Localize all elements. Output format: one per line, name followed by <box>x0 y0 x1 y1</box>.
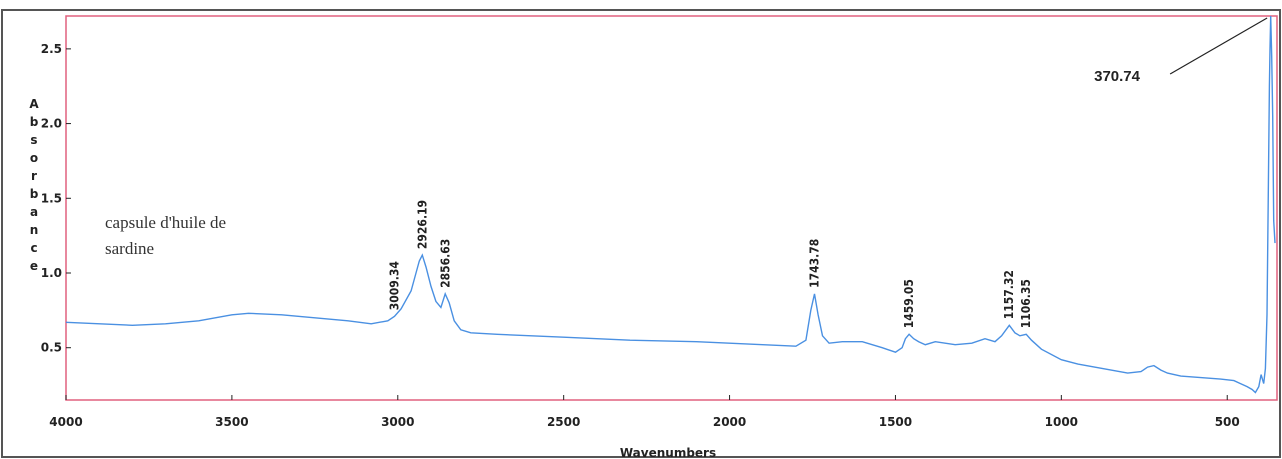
outer-frame <box>1 9 1281 458</box>
y-tick-label: 2.0 <box>41 117 62 131</box>
peak-labels: 3009.34 2926.19 2856.63 1743.78 1459.05 1157.… <box>388 200 1033 328</box>
x-tick-label: 500 <box>1215 415 1240 429</box>
x-tick-label: 2000 <box>713 415 746 429</box>
peak-label: 3009.34 <box>388 261 402 311</box>
y-tick-label: 2.5 <box>41 42 62 56</box>
y-tick-label: 0.5 <box>41 341 62 355</box>
spectrum-line <box>65 15 1276 394</box>
x-tick-label: 1500 <box>879 415 912 429</box>
x-tick-label: 3000 <box>381 415 414 429</box>
peak-label: 2856.63 <box>438 239 452 288</box>
plot-border <box>65 15 1278 401</box>
peak-label: 1157.32 <box>1002 270 1016 319</box>
callout-leader-line <box>1169 17 1268 75</box>
y-tick-label: 1.0 <box>41 266 62 280</box>
peak-label: 1743.78 <box>808 239 822 288</box>
y-axis: 0.5 1.0 1.5 2.0 2.5 <box>41 42 71 355</box>
callout-label: 370.74 <box>1094 68 1141 85</box>
x-axis-title: Wavenumbers <box>620 446 716 459</box>
y-tick-label: 1.5 <box>41 191 62 205</box>
peak-label: 1106.35 <box>1019 279 1033 328</box>
x-tick-label: 4000 <box>49 415 82 429</box>
x-tick-label: 2500 <box>547 415 580 429</box>
peak-label: 1459.05 <box>902 279 916 328</box>
sample-annotation-line-2: sardine <box>105 239 154 258</box>
x-axis: 4000 3500 3000 2500 2000 1500 1000 500 <box>49 395 1240 429</box>
sample-annotation-line-1: capsule d'huile de <box>105 213 226 232</box>
x-tick-label: 1000 <box>1045 415 1078 429</box>
x-tick-label: 3500 <box>215 415 248 429</box>
peak-label: 2926.19 <box>415 200 429 249</box>
